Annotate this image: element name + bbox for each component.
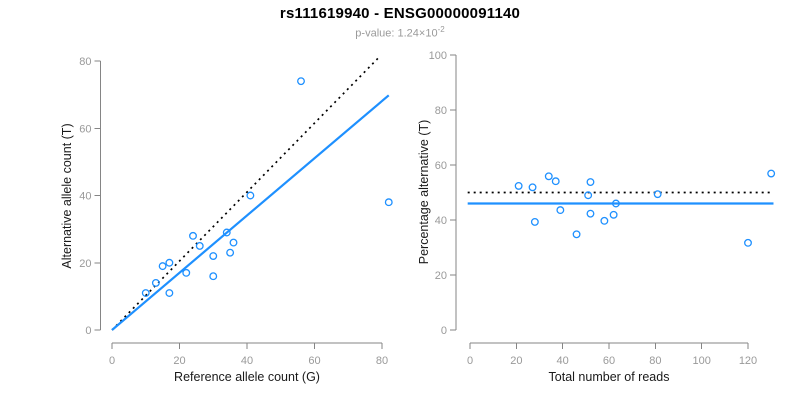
- left-x-tick-label: 80: [376, 355, 388, 367]
- right-x-tick-label: 60: [603, 355, 615, 367]
- right-data-point: [653, 190, 662, 199]
- right-data-point: [609, 210, 618, 219]
- right-data-point: [586, 209, 595, 218]
- left-x-tick-label: 40: [241, 355, 253, 367]
- right-data-point: [544, 172, 553, 181]
- right-x-axis-label: Total number of reads: [548, 370, 670, 384]
- right-data-point: [528, 183, 537, 192]
- fit-line: [111, 94, 390, 331]
- right-y-axis-label: Percentage alternative (T): [417, 119, 431, 265]
- left-data-point: [209, 252, 218, 260]
- right-data-point: [551, 177, 560, 186]
- right-x-tick-label: 0: [467, 355, 473, 367]
- right-y-tick-label: 20: [435, 270, 447, 282]
- left-data-point: [226, 248, 235, 257]
- left-data-point: [222, 228, 231, 237]
- right-data-point: [744, 238, 752, 247]
- right-y-tick-label: 60: [435, 160, 447, 172]
- left-data-point: [165, 289, 174, 297]
- identity-line: [111, 57, 380, 331]
- left-x-axis-label: Reference allele count (G): [174, 370, 320, 384]
- left-y-tick-label: 0: [85, 325, 91, 337]
- left-y-axis-label: Alternative allele count (T): [60, 123, 74, 269]
- right-x-tick-label: 80: [649, 355, 661, 367]
- right-data-point: [556, 206, 565, 215]
- figure-subtitle: p-value: 1.24×10-2: [0, 25, 800, 40]
- left-y-tick-label: 20: [79, 258, 91, 270]
- left-data-point: [189, 231, 197, 240]
- right-y-tick-label: 0: [441, 325, 447, 337]
- right-y-tick-label: 100: [429, 50, 447, 62]
- right-panel: 0 20 40 60 80 100 120 0 20 40 60 80 100: [429, 50, 776, 367]
- right-x-tick-label: 100: [692, 355, 710, 367]
- left-data-point: [384, 198, 393, 207]
- left-x-tick-label: 0: [109, 355, 115, 367]
- right-data-point: [767, 169, 776, 178]
- pvalue-text: p-value: 1.24×10: [355, 27, 438, 40]
- left-data-point: [195, 241, 204, 250]
- left-data-point: [151, 278, 160, 287]
- right-y-tick-label: 40: [435, 215, 447, 227]
- right-x-tick-label: 20: [510, 355, 522, 367]
- left-y-tick-label: 40: [79, 191, 91, 203]
- left-x-tick-label: 20: [173, 355, 185, 367]
- right-data-point: [530, 217, 539, 226]
- left-y-tick-label: 80: [79, 56, 91, 68]
- right-data-point: [572, 230, 581, 239]
- left-x-tick-label: 60: [308, 355, 320, 367]
- pvalue-exponent: -2: [437, 25, 445, 34]
- right-data-point: [584, 191, 593, 200]
- left-data-point: [246, 191, 255, 200]
- left-panel: 0 20 40 60 80 0 20 40 60 80: [79, 56, 393, 367]
- right-x-tick-label: 120: [739, 355, 757, 367]
- right-y-tick-label: 80: [435, 105, 447, 117]
- left-y-tick-label: 60: [79, 123, 91, 135]
- left-data-point: [158, 262, 167, 271]
- left-data-point: [297, 77, 305, 86]
- right-data-point: [514, 181, 523, 190]
- left-data-point: [165, 258, 174, 267]
- right-data-point: [600, 216, 609, 225]
- left-data-point: [209, 272, 218, 281]
- left-data-point: [229, 238, 238, 247]
- right-data-point: [612, 199, 620, 208]
- right-data-point: [586, 178, 595, 186]
- left-data-point: [182, 268, 191, 277]
- figure-title: rs111619940 - ENSG00000091140: [279, 5, 521, 22]
- right-x-tick-label: 40: [557, 355, 569, 367]
- left-data-point: [141, 289, 150, 297]
